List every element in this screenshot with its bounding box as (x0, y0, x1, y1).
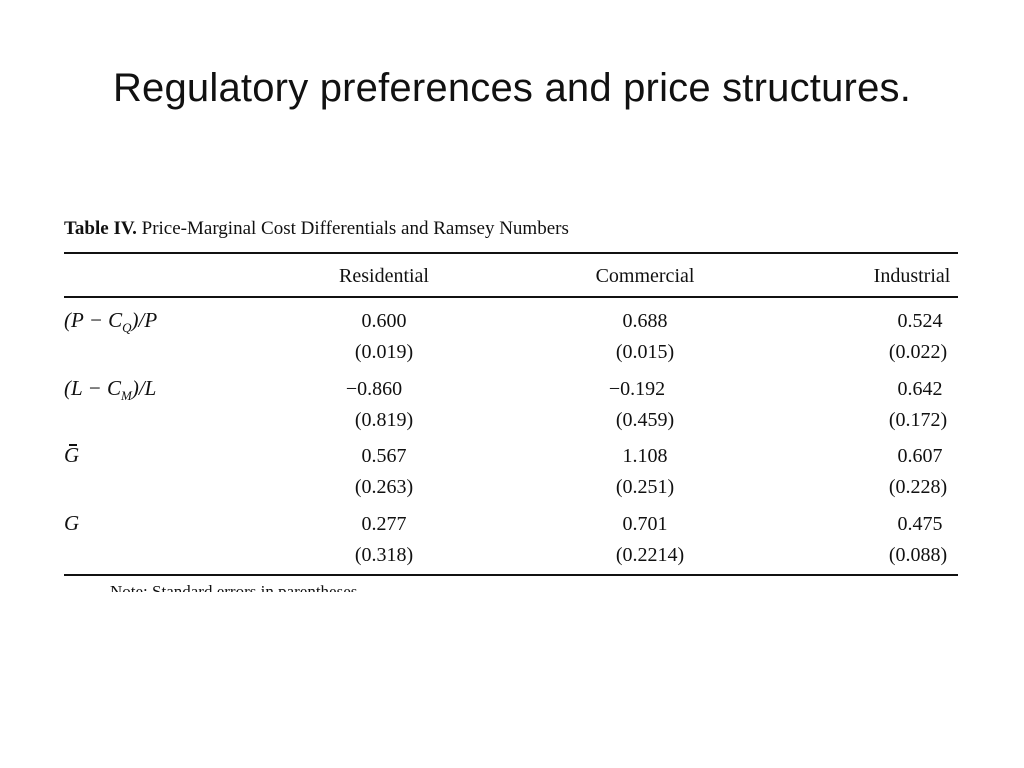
cell-error: (0.088) (888, 544, 948, 566)
cell-error: (0.2214) (615, 544, 685, 566)
column-header-residential: Residential (339, 265, 429, 287)
column-header-commercial: Commercial (595, 265, 695, 287)
cell-value: 0.475 (897, 513, 943, 535)
cell-value: 0.607 (897, 445, 943, 467)
cell-value: 0.524 (897, 310, 943, 332)
row-label-load-cost-m: (L − CM)/L (64, 376, 157, 404)
cell-error: (0.263) (354, 476, 414, 498)
table-top-rule (64, 252, 958, 254)
cell-value: 0.277 (361, 513, 407, 535)
row-label-price-cost-q: (P − CQ)/P (64, 308, 158, 336)
table-figure: Table IV. Price-Marginal Cost Differenti… (62, 212, 960, 592)
cell-error: (0.015) (615, 341, 675, 363)
slide-title: Regulatory preferences and price structu… (112, 66, 912, 110)
table-note: Note: Standard errors in parentheses (110, 582, 358, 592)
table-bottom-rule (64, 574, 958, 576)
cell-value: 0.688 (622, 310, 668, 332)
cell-error: (0.172) (888, 409, 948, 431)
cell-error: (0.459) (615, 409, 675, 431)
cell-value: −0.192 (608, 378, 666, 400)
cell-value: 0.701 (622, 513, 668, 535)
cell-error: (0.819) (354, 409, 414, 431)
cell-value: 0.642 (897, 378, 943, 400)
cell-error: (0.022) (888, 341, 948, 363)
table-caption-label: Table IV. (64, 218, 137, 239)
row-label-g: G (64, 511, 80, 535)
table-caption: Table IV. Price-Marginal Cost Differenti… (64, 218, 569, 240)
cell-error: (0.019) (354, 341, 414, 363)
cell-value: 0.600 (361, 310, 407, 332)
cell-value: 0.567 (361, 445, 407, 467)
cell-error: (0.318) (354, 544, 414, 566)
table-header-rule (64, 296, 958, 298)
column-header-industrial: Industrial (873, 265, 951, 287)
cell-value: −0.860 (345, 378, 403, 400)
cell-error: (0.251) (615, 476, 675, 498)
cell-error: (0.228) (888, 476, 948, 498)
cell-value: 1.108 (622, 445, 668, 467)
row-label-g-bar: G (64, 443, 80, 467)
table-caption-text: Price-Marginal Cost Differentials and Ra… (141, 218, 569, 239)
